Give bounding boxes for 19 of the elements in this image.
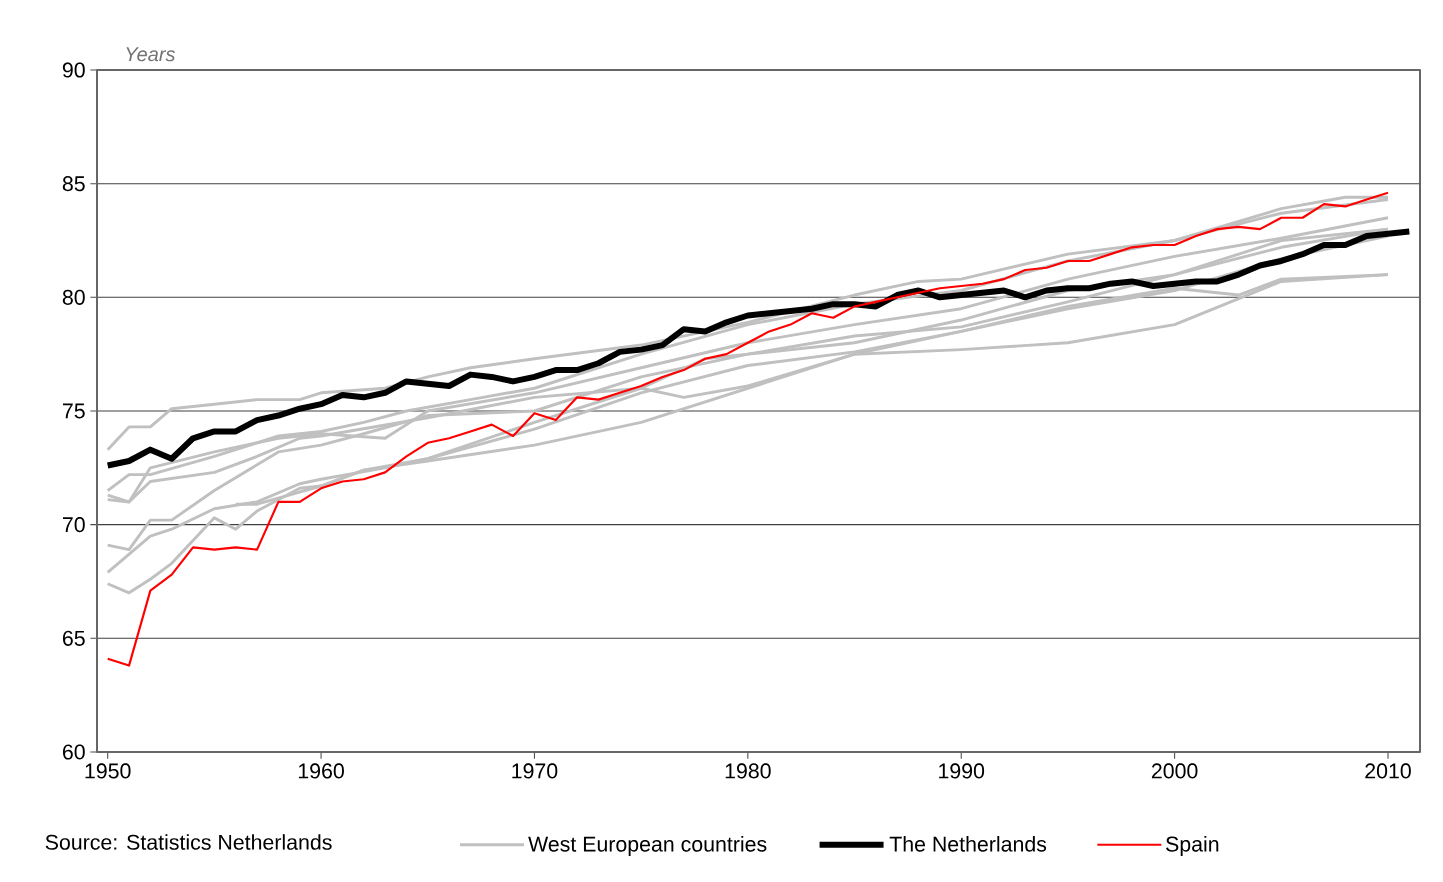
x-tick-label: 1950 <box>85 763 131 779</box>
x-tick-label: 1980 <box>725 763 771 779</box>
legend-label: The Netherlands <box>889 836 1047 852</box>
y-tick-label: 60 <box>63 744 85 760</box>
x-tick-label: 1990 <box>939 763 985 779</box>
source-note: Source: Statistics Netherlands <box>45 834 332 850</box>
y-tick-label: 70 <box>63 517 85 533</box>
y-tick-label: 65 <box>63 630 85 646</box>
y-tick-label: 85 <box>62 176 85 192</box>
x-tick-label: 1970 <box>512 763 558 779</box>
y-tick-label: 90 <box>62 62 85 78</box>
x-tick-label: 2000 <box>1151 763 1198 779</box>
x-tick-label: 1960 <box>298 763 344 779</box>
legend-label: West European countries <box>528 836 767 856</box>
y-tick-label: 75 <box>63 403 85 419</box>
y-tick-label: 80 <box>62 289 85 305</box>
y-axis-title: Years <box>126 47 176 62</box>
legend-label: Spain <box>1166 836 1219 856</box>
x-tick-label: 2010 <box>1365 763 1411 779</box>
